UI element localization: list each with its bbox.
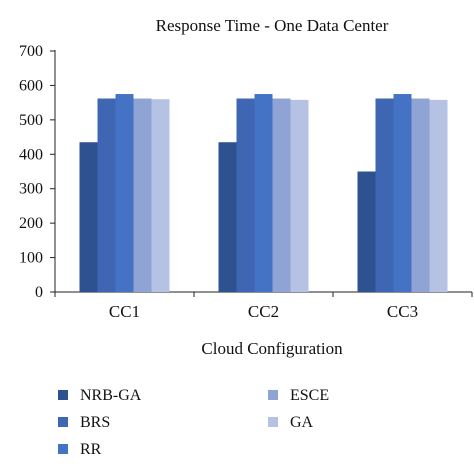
x-category-label: CC2 <box>248 302 279 321</box>
bars <box>80 94 448 292</box>
bar-nrb-ga-cc3 <box>358 172 376 293</box>
legend-label: NRB-GA <box>80 387 142 404</box>
y-axis: 0 100 200 300 400 500 600 700 <box>19 43 55 301</box>
x-category-label: CC1 <box>109 302 140 321</box>
bar-esce-cc3 <box>412 99 430 292</box>
bar-ga-cc2 <box>291 100 309 292</box>
y-tick-label: 400 <box>19 146 43 163</box>
x-axis-label: Cloud Configuration <box>201 339 343 358</box>
bar-brs-cc2 <box>237 99 255 292</box>
y-tick-label: 200 <box>19 215 43 232</box>
chart-title: Response Time - One Data Center <box>156 16 389 35</box>
legend-swatch <box>58 444 68 454</box>
bar-ga-cc3 <box>430 100 448 292</box>
bar-rr-cc3 <box>394 94 412 292</box>
legend: NRB-GA BRS RR ESCE GA <box>58 387 329 458</box>
bar-nrb-ga-cc1 <box>80 142 98 292</box>
bar-esce-cc1 <box>134 99 152 292</box>
y-tick-label: 100 <box>19 250 43 267</box>
legend-label: GA <box>290 414 314 431</box>
bar-ga-cc1 <box>152 99 170 292</box>
legend-swatch <box>268 390 278 400</box>
bar-esce-cc2 <box>273 99 291 292</box>
x-axis: CC1 CC2 CC3 <box>55 292 472 321</box>
legend-label: RR <box>80 441 102 458</box>
x-category-label: CC3 <box>387 302 418 321</box>
legend-swatch <box>58 390 68 400</box>
bar-nrb-ga-cc2 <box>219 142 237 292</box>
y-tick-label: 300 <box>19 181 43 198</box>
bar-brs-cc3 <box>376 99 394 292</box>
legend-label: ESCE <box>290 387 329 404</box>
legend-swatch <box>58 417 68 427</box>
y-tick-label: 700 <box>19 43 43 60</box>
legend-label: BRS <box>80 414 110 431</box>
bar-brs-cc1 <box>98 99 116 292</box>
y-tick-label: 0 <box>35 284 43 301</box>
bar-rr-cc2 <box>255 94 273 292</box>
legend-swatch <box>268 417 278 427</box>
bar-rr-cc1 <box>116 94 134 292</box>
y-tick-label: 500 <box>19 112 43 129</box>
y-tick-label: 600 <box>19 77 43 94</box>
